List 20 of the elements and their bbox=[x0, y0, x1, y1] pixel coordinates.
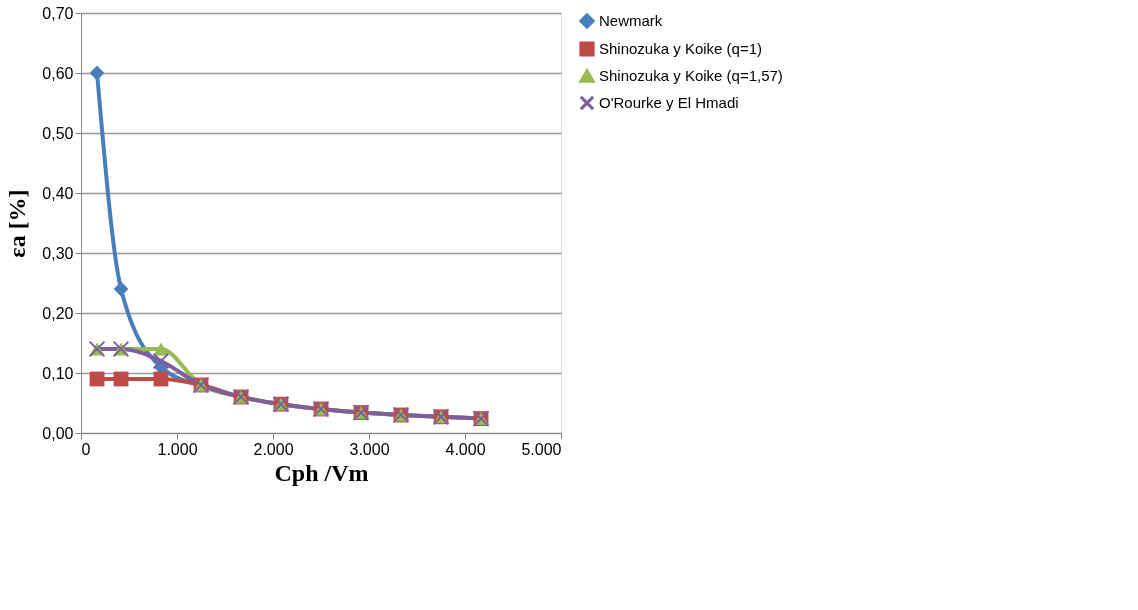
y-tick-label: 0,60 bbox=[42, 64, 74, 82]
x-axis-title: Cph /Vm bbox=[274, 459, 369, 486]
x-tick-label: 4.000 bbox=[445, 440, 486, 458]
x-tick-label: 0 bbox=[81, 440, 91, 458]
y-tick-label: 0,00 bbox=[42, 424, 74, 442]
legend-label: O'Rourke y El Hmadi bbox=[599, 94, 739, 111]
y-tick-label: 0,10 bbox=[42, 364, 74, 382]
legend-label: Shinozuka y Koike (q=1,57) bbox=[599, 67, 783, 84]
y-tick-label: 0,70 bbox=[42, 4, 74, 22]
y-tick-label: 0,20 bbox=[42, 304, 74, 322]
x-tick-label: 3.000 bbox=[349, 440, 390, 458]
x-tick-label: 1.000 bbox=[157, 440, 198, 458]
legend-label: Shinozuka y Koike (q=1) bbox=[599, 40, 763, 57]
y-tick-label: 0,30 bbox=[42, 244, 74, 262]
y-tick-label: 0,50 bbox=[42, 124, 74, 142]
y-axis-title: εa [%] bbox=[4, 189, 31, 258]
y-tick-label: 0,40 bbox=[42, 184, 74, 202]
x-tick-label: 2.000 bbox=[253, 440, 294, 458]
x-tick-label: 5.000 bbox=[521, 440, 562, 458]
legend-label: Newmark bbox=[599, 12, 663, 29]
